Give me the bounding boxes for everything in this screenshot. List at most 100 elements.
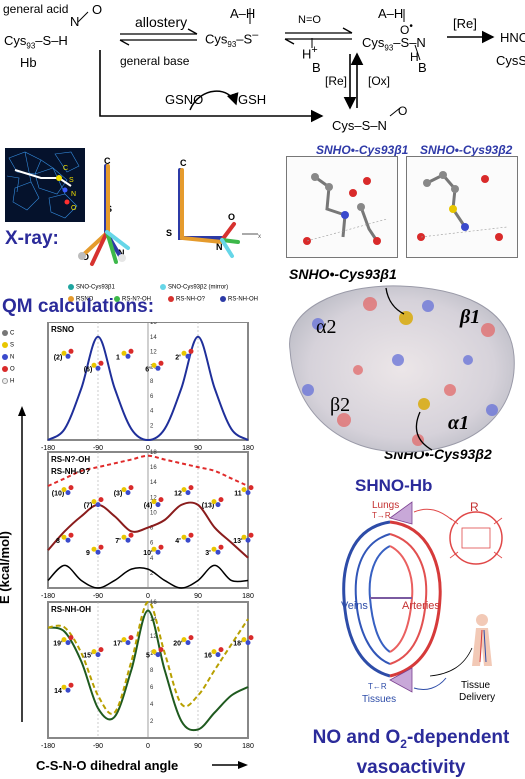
atom-marker [211,499,217,505]
r-state-label: R [470,500,479,514]
xray-label-s2: S [166,228,172,238]
beta2-label: β2 [330,394,351,416]
r-to-t-label: T←R [368,682,387,691]
tissues-label: Tissues [362,694,397,705]
atom-marker [68,485,74,491]
atom-marker [121,350,127,356]
point-label: 18' [233,641,243,648]
point-label: 1 [116,354,120,361]
x-tick-label: 90 [194,593,202,600]
legend-item: SNO-Cys93β1 [68,284,115,291]
y-tick-label: 4 [150,702,154,708]
point-label: (2) [54,354,63,361]
x-tick-label: 0 [146,445,150,452]
y-tick-label: 18 [150,450,157,456]
point-label: 19' [53,641,63,648]
energy-panel-2: 2 4 6 8 10 12 14 16 18 -180 -90 0 90 180 RS-N?-OH RS-NH… [41,450,254,600]
atom-marker [125,353,131,359]
x-tick-label: 180 [242,593,254,600]
xray-label-o2: O [228,212,235,222]
atom-marker [181,487,187,493]
no-radical: N=O [298,14,321,26]
ox-label: [Ox] [368,74,391,88]
atom-marker [61,487,67,493]
atom-marker [121,487,127,493]
lungs-label: Lungs [372,500,400,511]
hemoglobin-surface [289,285,515,453]
atom-marker [121,534,127,540]
a-h-label-2: A–H [378,6,404,21]
atom-marker [158,360,164,366]
atom-marker [91,499,97,505]
point-label: 10' [143,550,153,557]
panel-label: RSNO [51,325,74,334]
atom-marker [128,532,134,538]
b-label-2: B [418,60,427,75]
y-tick-label: 16 [150,465,157,471]
x-tick-label: -90 [93,743,103,750]
point-label: 9 [86,550,90,557]
atom-marker [155,652,161,658]
point-label: 17' [113,641,123,648]
nitroso-n: N [70,14,80,29]
atom-marker [98,647,104,653]
legend-item: SNO-Cys93β2 (mirror) [160,284,228,291]
point-label: (7) [84,503,93,510]
point-label: (10) [52,491,64,498]
gsh-label: GSH [238,92,267,107]
atom-marker [91,546,97,552]
x-axis-arrow [212,761,248,769]
point-label: (6) [84,366,93,373]
y-tick-label: 16 [150,322,157,326]
point-label: 15' [83,653,93,660]
y-tick-label: 2 [150,571,154,577]
atom-marker [218,544,224,550]
x-tick-label: -180 [41,593,55,600]
atom-marker [158,497,164,503]
point-label: 5 [146,653,150,660]
energy-curve-series-2 [47,600,249,715]
qm-title: QM calculations: [2,296,155,317]
active-site-image-2 [417,171,508,241]
energy-panel-3: 246810121416-180-90090180RS-NH-OH19'15'1… [41,600,254,750]
atom-marker [181,350,187,356]
scheme-arrows [77,8,495,123]
y-tick-label: 4 [150,556,154,562]
nitroso-o: O [92,2,103,17]
qm-energy-charts: 246810121416-180-90090180RSNO(2)(6)16'2'… [41,322,254,750]
point-label: 6' [145,366,151,373]
alpha2-label: α2 [316,316,337,338]
veins-label: Veins [341,600,368,612]
point-label: 2' [175,354,181,361]
atom-marker [65,687,71,693]
cys-sno: Cys–S–N [332,118,387,133]
x-tick-label: -90 [93,593,103,600]
point-label: 12 [174,491,182,498]
y-tick-label: 12 [150,350,157,356]
atom-marker [65,537,71,543]
atom-marker [98,497,104,503]
atom-marker [68,532,74,538]
atom-marker [68,682,74,688]
atom-marker [151,546,157,552]
atom-marker [248,485,254,491]
y-tick-label: 6 [150,394,154,400]
atom-marker [155,549,161,555]
atom-marker [65,353,71,359]
density-mesh-image: C S N O [6,151,80,219]
vasoactivity-diagram [342,501,503,693]
energy-curve-series-1 [47,609,249,732]
atom-marker [215,652,221,658]
atom-marker [61,350,67,356]
hb-label: Hb [20,55,37,70]
atom-legend-s: S [2,342,14,349]
atom-marker [128,485,134,491]
general-base-label: general base [120,54,190,68]
y-tick-label: 8 [150,526,154,532]
legend-item: RSNO [68,296,93,303]
atom-marker [95,365,101,371]
atom-marker [61,684,67,690]
y-tick-label: 14 [150,335,157,341]
re-label: [Re] [453,16,477,31]
atom-marker [91,649,97,655]
